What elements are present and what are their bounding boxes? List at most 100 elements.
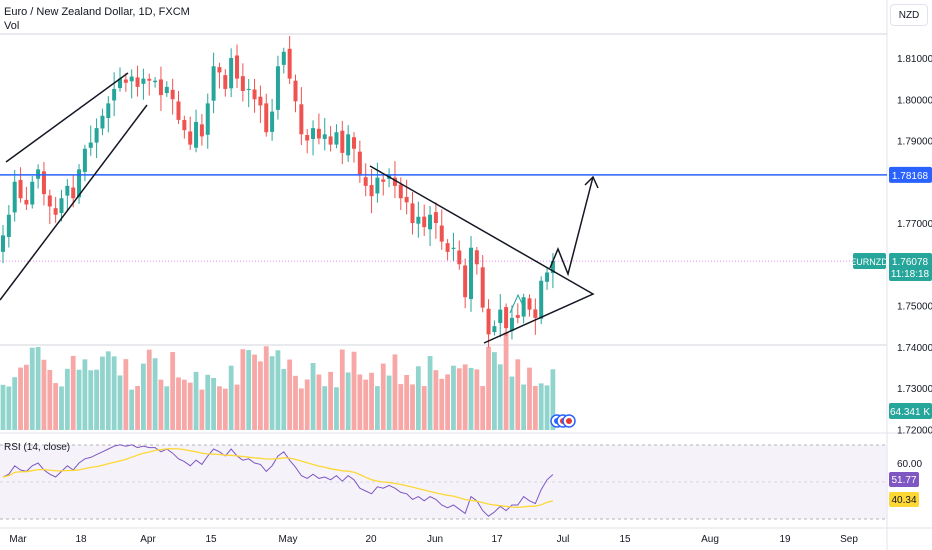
candle-body — [41, 171, 46, 195]
volume-bar — [410, 384, 415, 430]
volume-bar — [269, 356, 275, 430]
volume-bars — [0, 332, 556, 430]
volume-bar — [187, 382, 193, 430]
rsi-ma-tag — [889, 492, 919, 507]
candle-body — [158, 79, 163, 96]
x-tick-label: 19 — [779, 534, 791, 545]
candle-body — [305, 134, 310, 141]
candle-body — [223, 75, 228, 89]
candle-body — [346, 134, 351, 156]
candle-body — [82, 148, 87, 172]
y-tick-label: 1.74000 — [897, 343, 932, 354]
volume-bar — [228, 365, 234, 430]
volume-bar — [59, 386, 64, 430]
candle-body — [392, 177, 397, 186]
volume-bar — [427, 356, 433, 430]
candle-body — [398, 184, 403, 199]
volume-bar — [287, 359, 293, 430]
candle-body — [229, 58, 234, 89]
candle-body — [504, 307, 509, 329]
volume-bar — [398, 384, 404, 430]
candle-body — [240, 76, 245, 91]
candle-body — [264, 103, 269, 133]
volume-bar — [181, 379, 187, 430]
candle-body — [6, 214, 11, 237]
candle-body — [217, 67, 222, 73]
candle-body — [30, 181, 35, 205]
candle-body — [199, 124, 204, 137]
candle-body — [1, 235, 5, 252]
volume-bar — [158, 379, 164, 430]
x-tick-label: 15 — [205, 534, 217, 545]
x-tick-label: 15 — [619, 534, 631, 545]
symbol-tag — [853, 253, 886, 270]
candle-body — [176, 101, 181, 120]
volume-bar — [503, 332, 509, 430]
volume-bar — [497, 364, 503, 430]
candle-body — [275, 66, 280, 110]
volume-bar — [29, 347, 35, 430]
candle-body — [106, 103, 111, 119]
countdown-label: 11:18:18 — [891, 269, 930, 280]
volume-tag — [889, 403, 932, 419]
volume-bar — [141, 363, 146, 430]
volume-bar — [515, 359, 521, 430]
candle-body — [270, 111, 275, 132]
volume-bar — [451, 365, 456, 430]
volume-bar — [18, 367, 23, 430]
candle-body — [322, 134, 327, 139]
rsi-title: RSI (14, close) — [4, 442, 71, 453]
volume-bar — [334, 387, 339, 430]
volume-bar — [392, 354, 398, 430]
candle-body — [53, 208, 58, 215]
last-price-label: 1.76078 — [892, 257, 929, 268]
volume-bar — [322, 386, 328, 430]
volume-bar — [211, 377, 216, 430]
candle-body — [433, 212, 438, 223]
volume-bar — [35, 346, 41, 430]
volume-bar — [252, 354, 257, 430]
x-tick-label: Apr — [140, 534, 156, 545]
volume-bar — [375, 386, 380, 430]
volume-bar — [486, 346, 491, 430]
small-pattern-line — [509, 293, 526, 314]
volume-bar — [521, 384, 527, 430]
volume-bar — [88, 370, 94, 430]
candle-body — [515, 315, 520, 318]
candle-body — [375, 177, 380, 194]
candle-body — [439, 225, 444, 242]
volume-bar — [532, 385, 538, 430]
candle-body — [211, 66, 216, 101]
currency-button[interactable]: NZD — [890, 4, 928, 26]
candle-body — [71, 187, 76, 199]
volume-bar — [550, 369, 556, 430]
candle-body — [205, 103, 210, 135]
candle-body — [24, 199, 29, 205]
candle-body — [328, 136, 333, 145]
volume-bar — [176, 377, 181, 430]
candle-body — [363, 177, 368, 186]
candle-body — [492, 326, 497, 333]
candle-body — [153, 80, 158, 83]
volume-bar — [24, 364, 29, 430]
level-price-label: 1.78168 — [892, 171, 929, 182]
candle-body — [416, 216, 421, 224]
volume-bar — [421, 386, 427, 430]
volume-bar — [146, 349, 152, 430]
volume-bar — [152, 358, 158, 430]
volume-bar — [415, 366, 421, 430]
candle-body — [18, 180, 23, 199]
candle-body — [486, 308, 491, 335]
rsi-value-label: 51.77 — [891, 475, 916, 486]
candle-body — [141, 78, 146, 84]
volume-bar — [199, 389, 205, 430]
rsi-ma-line — [2, 447, 554, 509]
level-price-tag — [889, 166, 932, 183]
volume-bar — [404, 374, 410, 430]
volume-bar — [316, 374, 322, 430]
candle-body — [480, 267, 485, 308]
volume-bar — [339, 349, 345, 430]
triangle-pattern — [369, 165, 595, 344]
